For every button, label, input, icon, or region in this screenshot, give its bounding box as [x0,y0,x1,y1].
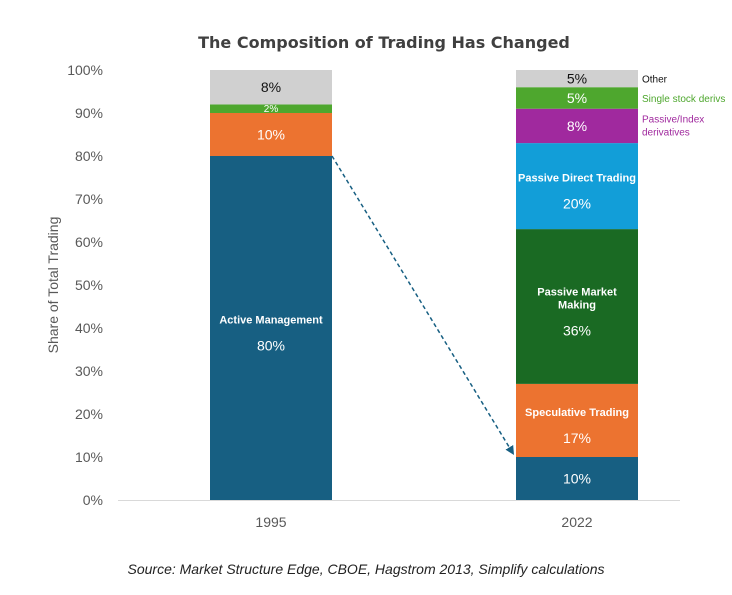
bar-segment [516,70,638,88]
segment-value-label: 80% [257,338,285,354]
segment-label: Active Management [219,315,323,327]
chart-title: The Composition of Trading Has Changed [198,33,570,52]
y-tick-label: 50% [75,277,103,293]
segment-value-label: 10% [257,127,285,143]
segment-value-label: 8% [567,118,587,134]
bar-segment [210,156,332,500]
segment-value-label: 5% [567,90,587,106]
stacked-bar-chart: The Composition of Trading Has Changed Sh… [45,33,725,530]
y-tick-label: 10% [75,449,103,465]
y-axis-label: Share of Total Trading [45,217,61,354]
segment-value-label: 20% [563,196,591,212]
segment-label: Making [558,300,596,312]
source-note: Source: Market Structure Edge, CBOE, Hag… [127,561,605,577]
segment-value-label: 2% [264,104,279,115]
side-label: derivatives [642,128,690,139]
segment-value-label: 36% [563,323,591,339]
segment-label: Passive Market [537,287,617,299]
x-tick-label: 1995 [255,514,286,530]
y-tick-label: 70% [75,191,103,207]
y-tick-label: 90% [75,105,103,121]
bar-segment [210,113,332,156]
y-tick-label: 80% [75,148,103,164]
segment-value-label: 17% [563,430,591,446]
bar-segment [516,457,638,500]
y-tick-label: 60% [75,234,103,250]
bar-segment [516,87,638,109]
bar-segment [516,383,638,457]
segment-value-label: 8% [261,79,281,95]
side-label: Other [642,75,668,86]
segment-label: Speculative Trading [525,407,629,419]
x-tick-label: 2022 [561,514,592,530]
y-tick-label: 30% [75,363,103,379]
bar-segment [516,108,638,144]
y-tick-label: 40% [75,320,103,336]
y-tick-label: 20% [75,406,103,422]
bar-segment [210,104,332,113]
side-label: Single stock derivs [642,94,725,105]
segment-value-label: 5% [567,71,587,87]
y-tick-label: 0% [83,492,103,508]
y-tick-label: 100% [67,62,103,78]
dashed-arrow [331,155,515,456]
segment-label: Passive Direct Trading [518,173,636,185]
bar-segment [516,143,638,230]
side-label: Passive/Index [642,115,704,126]
bar-segment [210,70,332,105]
bar-segment [516,229,638,384]
segment-value-label: 10% [563,471,591,487]
